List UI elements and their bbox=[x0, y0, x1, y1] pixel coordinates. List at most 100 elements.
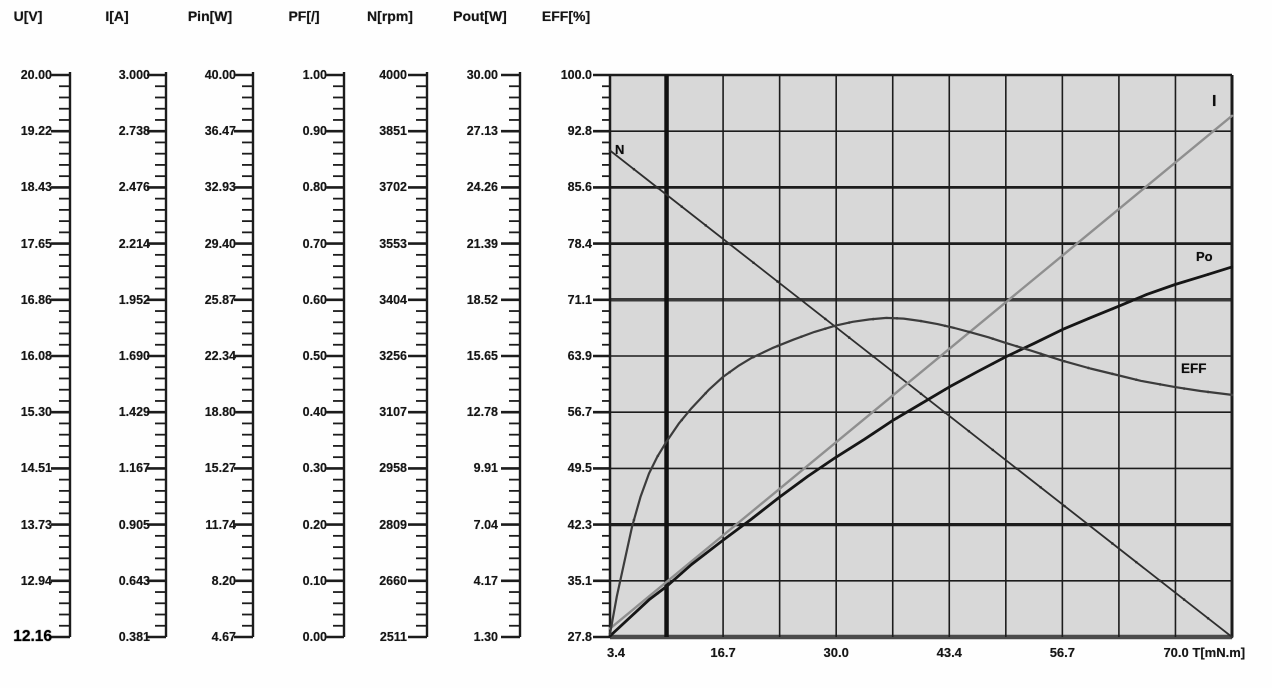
scale-tick-label: 35.1 bbox=[567, 573, 592, 588]
scale-tick-label: 3256 bbox=[379, 349, 407, 363]
scale-tick-label: 18.80 bbox=[204, 405, 236, 420]
scale-tick-label: 1.690 bbox=[118, 349, 150, 363]
scale-tick-label: 7.04 bbox=[473, 517, 498, 532]
x-axis-label: 43.4 bbox=[937, 645, 962, 660]
scale-tick-label: 12.78 bbox=[466, 405, 498, 420]
curve-label-i: I bbox=[1212, 93, 1217, 110]
scale-tick-label: 20.00 bbox=[20, 68, 52, 82]
scale-tick-label: 0.643 bbox=[118, 573, 150, 588]
scale-header-3: PF[/] bbox=[288, 8, 320, 24]
scale-tick-label: 0.20 bbox=[302, 517, 327, 532]
scale-tick-label: 3702 bbox=[379, 180, 407, 195]
scale-tick-label: 15.30 bbox=[20, 405, 52, 420]
scale-tick-label: 56.7 bbox=[567, 405, 592, 420]
scale-tick-label: 2660 bbox=[379, 573, 407, 588]
scale-tick-label: 100.0 bbox=[560, 68, 592, 82]
scale-tick-label: 16.86 bbox=[20, 292, 52, 307]
x-axis-label: 16.7 bbox=[710, 645, 735, 660]
x-axis-label: 70.0 T[mN.m] bbox=[1163, 645, 1245, 660]
scale-tick-label: 0.50 bbox=[302, 349, 327, 363]
scale-tick-label: 27.8 bbox=[567, 630, 592, 644]
scale-tick-label: 42.3 bbox=[567, 517, 592, 532]
x-tick-value: 16.7 bbox=[710, 645, 736, 660]
x-tick-value: 43.4 bbox=[936, 645, 962, 660]
scale-tick-label: 40.00 bbox=[204, 68, 236, 82]
curve-label-eff: EFF bbox=[1181, 361, 1207, 376]
scale-tick-label: 15.65 bbox=[466, 349, 498, 363]
x-axis-label: 3.4 bbox=[607, 645, 625, 660]
scale-tick-label: 30.00 bbox=[466, 68, 498, 82]
scale-tick-label: 0.60 bbox=[302, 292, 327, 307]
scale-tick-label: 0.381 bbox=[118, 630, 150, 644]
scale-tick-label: 0.40 bbox=[302, 405, 327, 420]
scale-tick-label: 22.34 bbox=[204, 349, 236, 363]
scale-tick-label: 36.47 bbox=[204, 124, 236, 139]
scale-header-5: Pout[W] bbox=[453, 8, 507, 24]
scale-tick-label: 8.20 bbox=[211, 573, 236, 588]
scale-tick-label: 2958 bbox=[379, 461, 407, 476]
scale-tick-label: 71.1 bbox=[567, 292, 592, 307]
scale-tick-label: 0.90 bbox=[302, 124, 327, 139]
scale-tick-label: 27.13 bbox=[466, 124, 498, 139]
scale-tick-label: 13.73 bbox=[20, 517, 52, 532]
scale-tick-label: 92.8 bbox=[567, 124, 592, 139]
scale-tick-label: 4.17 bbox=[473, 573, 498, 588]
scale-tick-label: 15.27 bbox=[204, 461, 236, 476]
x-tick-value: 56.7 bbox=[1049, 645, 1076, 660]
x-tick-value: 30.0 bbox=[823, 645, 849, 660]
scale-tick-label: 12.94 bbox=[20, 573, 52, 588]
scale-tick-label: 25.87 bbox=[204, 292, 236, 307]
scale-tick-label: 9.91 bbox=[473, 461, 498, 476]
scale-tick-label: 21.39 bbox=[466, 236, 498, 251]
scale-tick-label: 0.10 bbox=[302, 573, 327, 588]
scale-tick-label: 0.70 bbox=[302, 236, 327, 251]
scale-tick-label: 2.738 bbox=[118, 124, 150, 139]
scale-tick-label: 0.00 bbox=[302, 630, 327, 644]
scale-tick-label: 17.65 bbox=[20, 236, 52, 251]
scale-tick-label: 3107 bbox=[379, 405, 407, 420]
x-axis-unit: T[mN.m] bbox=[1192, 645, 1246, 660]
scale-tick-label: 4000 bbox=[379, 68, 407, 82]
scale-tick-label: 2511 bbox=[379, 630, 407, 644]
scale-tick-label: 29.40 bbox=[204, 236, 236, 251]
scale-tick-label: 18.43 bbox=[20, 180, 52, 195]
scale-tick-label: 1.00 bbox=[302, 68, 327, 82]
curve-label-po: Po bbox=[1196, 249, 1213, 264]
scale-header-2: Pin[W] bbox=[187, 8, 233, 24]
scale-tick-label: 1.429 bbox=[118, 405, 150, 420]
scale-tick-label: 2809 bbox=[379, 517, 407, 532]
scale-tick-label: 0.80 bbox=[302, 180, 327, 195]
scale-tick-label: 24.26 bbox=[466, 180, 498, 195]
scale-header-6: EFF[%] bbox=[541, 8, 591, 24]
scale-tick-label: 3851 bbox=[379, 124, 407, 139]
scale-tick-label: 12.16 bbox=[13, 628, 52, 645]
x-axis-label: 30.0 bbox=[824, 645, 849, 660]
scale-tick-label: 3553 bbox=[379, 236, 407, 251]
scale-tick-label: 4.67 bbox=[211, 630, 236, 644]
scale-tick-label: 14.51 bbox=[20, 461, 52, 476]
scale-tick-label: 11.74 bbox=[205, 517, 236, 532]
scale-header-0: U[V] bbox=[13, 8, 43, 24]
scale-tick-label: 63.9 bbox=[567, 349, 592, 363]
scale-tick-label: 32.93 bbox=[204, 180, 236, 195]
scale-tick-label: 19.22 bbox=[20, 124, 52, 139]
scale-tick-label: 2.214 bbox=[118, 236, 150, 251]
scale-tick-label: 78.4 bbox=[567, 236, 592, 251]
x-tick-value: 3.4 bbox=[606, 645, 626, 660]
scale-tick-label: 18.52 bbox=[466, 292, 498, 307]
scale-tick-label: 1.167 bbox=[118, 461, 150, 476]
scale-tick-label: 3404 bbox=[379, 292, 407, 307]
x-tick-value: 70.0 bbox=[1163, 645, 1189, 660]
scale-tick-label: 1.952 bbox=[118, 292, 150, 307]
scale-tick-label: 3.000 bbox=[118, 68, 150, 82]
scale-tick-label: 85.6 bbox=[567, 180, 592, 195]
x-axis-label: 56.7 bbox=[1050, 645, 1075, 660]
scale-header-1: I[A] bbox=[105, 8, 129, 24]
scale-tick-label: 16.08 bbox=[20, 349, 52, 363]
scale-tick-label: 1.30 bbox=[473, 630, 498, 644]
scale-tick-label: 0.905 bbox=[118, 517, 150, 532]
scale-tick-label: 2.476 bbox=[118, 180, 150, 195]
curve-label-n: N bbox=[615, 142, 625, 157]
